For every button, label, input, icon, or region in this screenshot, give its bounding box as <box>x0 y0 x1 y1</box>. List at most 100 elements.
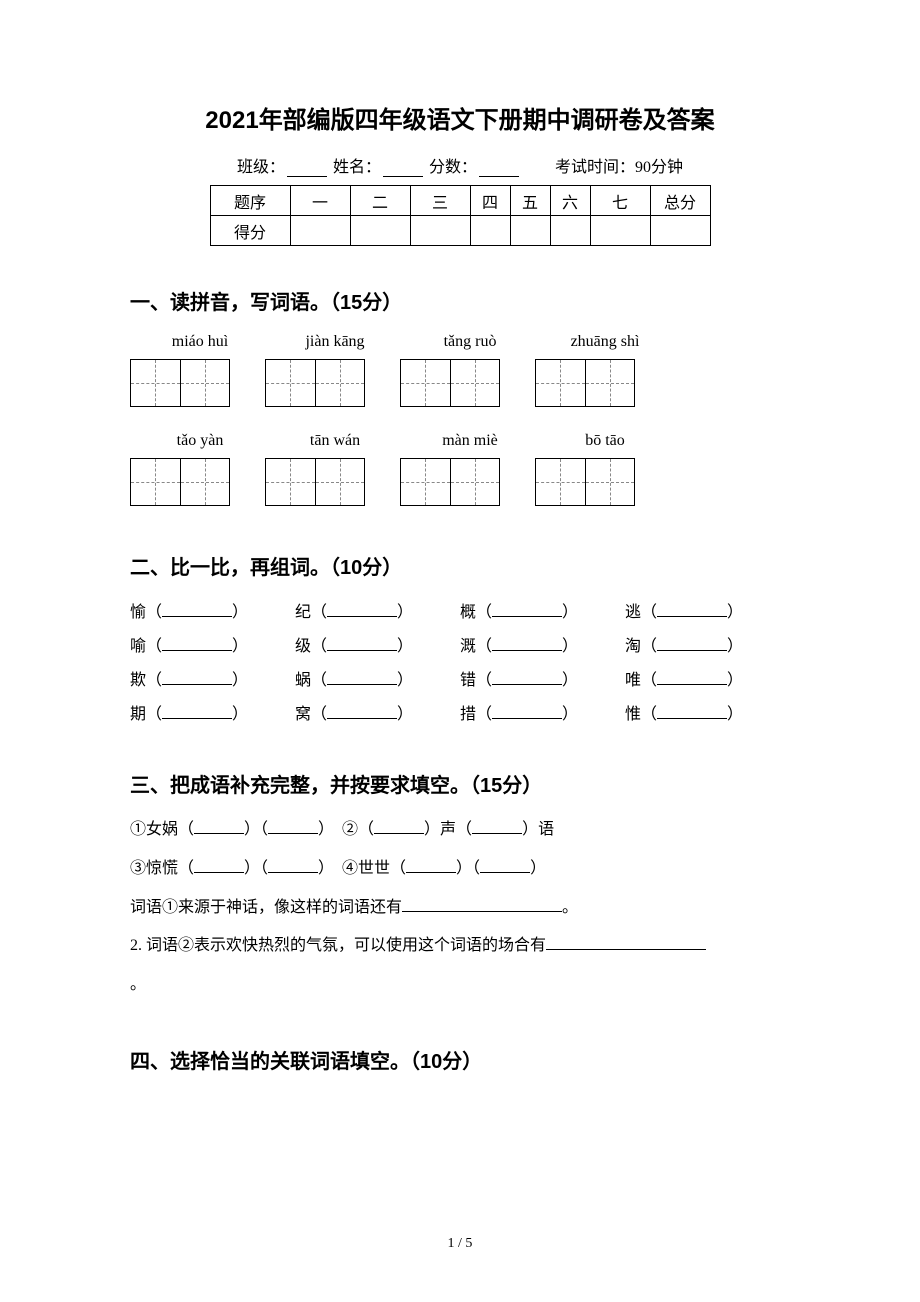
compare-item: 错（） <box>460 666 625 690</box>
answer-blank[interactable] <box>194 859 244 873</box>
idiom-line: 2. 词语②表示欢快热烈的气氛，可以使用这个词语的场合有 <box>130 932 790 961</box>
answer-blank[interactable] <box>657 671 727 685</box>
score-cell[interactable] <box>470 216 510 246</box>
char-box[interactable] <box>535 359 635 407</box>
answer-blank[interactable] <box>327 671 397 685</box>
score-cell[interactable] <box>410 216 470 246</box>
idiom-line: 。 <box>130 971 790 1000</box>
section-2-heading: 二、比一比，再组词。（10分） <box>130 551 790 580</box>
answer-blank[interactable] <box>657 603 727 617</box>
compare-item: 期（） <box>130 700 295 724</box>
pinyin-label: tǎo yàn <box>150 432 250 450</box>
pinyin-label: màn miè <box>420 432 520 450</box>
answer-blank[interactable] <box>546 936 706 950</box>
page-footer: 1 / 5 <box>0 1236 920 1252</box>
compare-grid: 愉（） 纪（） 概（） 逃（） 喻（） 级（） 溉（） 淘（） 欺（） 蜗（） … <box>130 598 790 724</box>
score-table-wrapper: 题序 一 二 三 四 五 六 七 总分 得分 <box>130 185 790 246</box>
answer-blank[interactable] <box>402 898 562 912</box>
char-box[interactable] <box>130 458 230 506</box>
score-cell[interactable] <box>510 216 550 246</box>
class-label: 班级： <box>237 159 285 176</box>
header-info: 班级： 姓名： 分数： 考试时间：90分钟 <box>130 153 790 177</box>
pinyin-label: miáo huì <box>150 333 250 351</box>
answer-blank[interactable] <box>162 705 232 719</box>
section-3-heading: 三、把成语补充完整，并按要求填空。（15分） <box>130 769 790 798</box>
section-2: 二、比一比，再组词。（10分） 愉（） 纪（） 概（） 逃（） 喻（） 级（） … <box>130 551 790 724</box>
char-box[interactable] <box>265 359 365 407</box>
section-4-heading: 四、选择恰当的关联词语填空。（10分） <box>130 1045 790 1074</box>
col-header: 四 <box>470 186 510 216</box>
answer-blank[interactable] <box>268 820 318 834</box>
compare-item: 愉（） <box>130 598 295 622</box>
idiom-line: ③惊慌（）（） ④世世（）（） <box>130 855 790 884</box>
compare-item: 纪（） <box>295 598 460 622</box>
time-label: 考试时间：90分钟 <box>555 159 683 176</box>
answer-blank[interactable] <box>327 603 397 617</box>
section-1-heading: 一、读拼音，写词语。（15分） <box>130 286 790 315</box>
score-cell[interactable] <box>350 216 410 246</box>
answer-blank[interactable] <box>162 671 232 685</box>
answer-blank[interactable] <box>406 859 456 873</box>
char-box-row <box>130 359 790 407</box>
class-blank[interactable] <box>287 161 327 177</box>
pinyin-label: jiàn kāng <box>285 333 385 351</box>
answer-blank[interactable] <box>162 637 232 651</box>
score-cell[interactable] <box>590 216 650 246</box>
compare-item: 溉（） <box>460 632 625 656</box>
score-blank[interactable] <box>479 161 519 177</box>
compare-item: 概（） <box>460 598 625 622</box>
document-title: 2021年部编版四年级语文下册期中调研卷及答案 <box>130 100 790 135</box>
score-cell[interactable] <box>650 216 710 246</box>
compare-item: 措（） <box>460 700 625 724</box>
answer-blank[interactable] <box>327 637 397 651</box>
answer-blank[interactable] <box>480 859 530 873</box>
answer-blank[interactable] <box>657 705 727 719</box>
compare-item: 喻（） <box>130 632 295 656</box>
answer-blank[interactable] <box>492 637 562 651</box>
idiom-line: ①女娲（）（） ②（）声（）语 <box>130 816 790 845</box>
pinyin-row: miáo huì jiàn kāng tǎng ruò zhuāng shì <box>130 333 790 351</box>
char-box[interactable] <box>400 359 500 407</box>
compare-item: 蜗（） <box>295 666 460 690</box>
compare-item: 窝（） <box>295 700 460 724</box>
char-box[interactable] <box>265 458 365 506</box>
pinyin-label: zhuāng shì <box>555 333 655 351</box>
table-row: 得分 <box>210 216 710 246</box>
pinyin-label: bō tāo <box>555 432 655 450</box>
col-header: 五 <box>510 186 550 216</box>
score-cell[interactable] <box>550 216 590 246</box>
answer-blank[interactable] <box>268 859 318 873</box>
score-table: 题序 一 二 三 四 五 六 七 总分 得分 <box>210 185 711 246</box>
col-header: 一 <box>290 186 350 216</box>
char-box[interactable] <box>535 458 635 506</box>
answer-blank[interactable] <box>657 637 727 651</box>
answer-blank[interactable] <box>194 820 244 834</box>
answer-blank[interactable] <box>162 603 232 617</box>
pinyin-label: tān wán <box>285 432 385 450</box>
pinyin-row: tǎo yàn tān wán màn miè bō tāo <box>130 432 790 450</box>
char-box[interactable] <box>400 458 500 506</box>
col-header: 二 <box>350 186 410 216</box>
compare-item: 级（） <box>295 632 460 656</box>
char-box-row <box>130 458 790 506</box>
answer-blank[interactable] <box>472 820 522 834</box>
compare-item: 逃（） <box>625 598 790 622</box>
answer-blank[interactable] <box>374 820 424 834</box>
pinyin-label: tǎng ruò <box>420 333 520 351</box>
section-4: 四、选择恰当的关联词语填空。（10分） <box>130 1045 790 1074</box>
score-cell[interactable] <box>290 216 350 246</box>
answer-blank[interactable] <box>492 705 562 719</box>
answer-blank[interactable] <box>492 603 562 617</box>
char-box[interactable] <box>130 359 230 407</box>
section-1: 一、读拼音，写词语。（15分） miáo huì jiàn kāng tǎng … <box>130 286 790 506</box>
compare-item: 惟（） <box>625 700 790 724</box>
col-header: 七 <box>590 186 650 216</box>
answer-blank[interactable] <box>327 705 397 719</box>
name-blank[interactable] <box>383 161 423 177</box>
name-label: 姓名： <box>333 159 381 176</box>
compare-item: 淘（） <box>625 632 790 656</box>
compare-item: 欺（） <box>130 666 295 690</box>
idiom-line: 词语①来源于神话，像这样的词语还有。 <box>130 894 790 923</box>
row-label: 题序 <box>210 186 290 216</box>
answer-blank[interactable] <box>492 671 562 685</box>
